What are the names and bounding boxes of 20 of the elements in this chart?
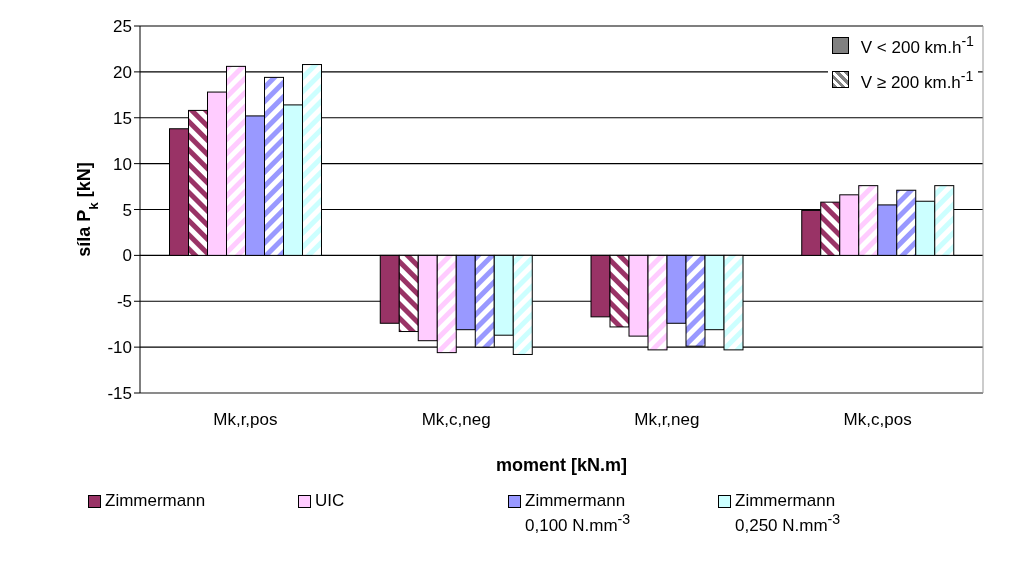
x-tick-label: Mk,c,pos (843, 410, 912, 430)
y-tick-label: -10 (107, 338, 132, 358)
y-tick-label: 15 (113, 108, 132, 128)
legend-label: Zimmermann (105, 491, 207, 511)
x-tick-label: Mk,r,neg (634, 410, 700, 430)
legend-label: UIC (315, 491, 346, 511)
y-tick-label: 10 (113, 154, 132, 174)
y-tick-label: 20 (113, 62, 132, 82)
annotation: V < 200 km.h$^{-1}$ (860, 33, 974, 58)
legend-label: Zimmermann 0,250 N.mm$^{-3}$ (735, 491, 842, 536)
x-tick-label: Mk,r,pos (213, 410, 278, 430)
y-tick-label: 25 (113, 17, 132, 37)
y-tick-label: 5 (122, 200, 132, 220)
annotation: V ≥ 200 km.h$^{-1}$ (860, 67, 974, 93)
y-tick-label: 0 (122, 246, 132, 266)
legend-label: Zimmermann 0,100 N.mm$^{-3}$ (525, 491, 632, 536)
x-tick-label: Mk,c,neg (421, 410, 491, 430)
y-tick-label: -15 (107, 384, 132, 404)
x-axis-title: moment [kN.m] (495, 455, 628, 475)
y-tick-label: -5 (116, 292, 132, 312)
